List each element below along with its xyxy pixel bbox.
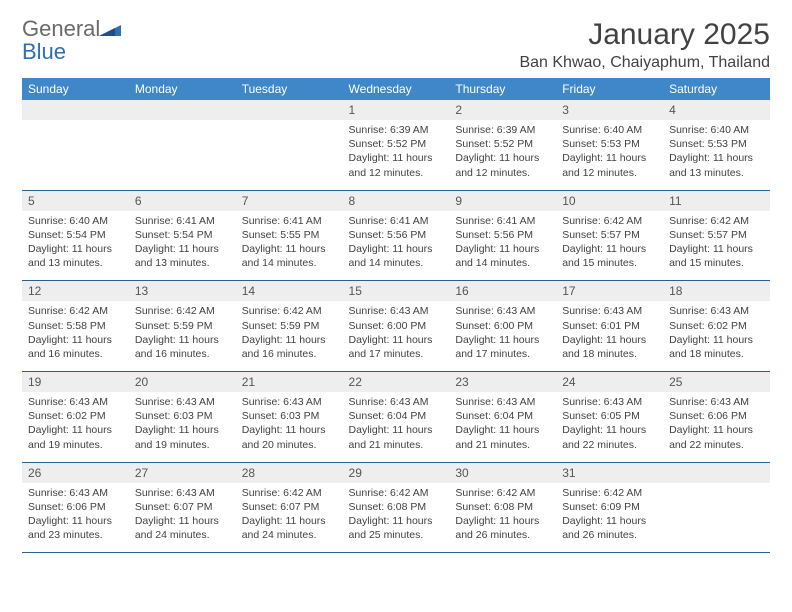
day-number: 6 [129,190,236,211]
logo-word-general: General [22,16,100,41]
day-number: 22 [343,372,450,393]
day-number: 21 [236,372,343,393]
day-cell: Sunrise: 6:43 AMSunset: 6:03 PMDaylight:… [129,392,236,462]
day-number-row: 19202122232425 [22,372,770,393]
day-number [129,100,236,120]
day-cell: Sunrise: 6:43 AMSunset: 6:02 PMDaylight:… [663,301,770,371]
day-number: 16 [449,281,556,302]
day-number: 3 [556,100,663,120]
location-text: Ban Khwao, Chaiyaphum, Thailand [519,54,770,72]
weekday-header: Wednesday [343,78,450,100]
day-cell: Sunrise: 6:43 AMSunset: 6:02 PMDaylight:… [22,392,129,462]
day-number: 5 [22,190,129,211]
day-cell: Sunrise: 6:41 AMSunset: 5:56 PMDaylight:… [343,211,450,281]
day-cell: Sunrise: 6:42 AMSunset: 6:08 PMDaylight:… [343,483,450,553]
day-number: 10 [556,190,663,211]
day-cell: Sunrise: 6:42 AMSunset: 5:58 PMDaylight:… [22,301,129,371]
day-cell: Sunrise: 6:40 AMSunset: 5:53 PMDaylight:… [556,120,663,190]
day-cell: Sunrise: 6:42 AMSunset: 5:57 PMDaylight:… [556,211,663,281]
day-cell: Sunrise: 6:42 AMSunset: 5:59 PMDaylight:… [236,301,343,371]
day-cell: Sunrise: 6:42 AMSunset: 6:07 PMDaylight:… [236,483,343,553]
day-cell: Sunrise: 6:41 AMSunset: 5:56 PMDaylight:… [449,211,556,281]
day-cell: Sunrise: 6:43 AMSunset: 6:00 PMDaylight:… [449,301,556,371]
weekday-header: Tuesday [236,78,343,100]
day-number-row: 1234 [22,100,770,120]
weekday-header: Friday [556,78,663,100]
day-cell: Sunrise: 6:43 AMSunset: 6:05 PMDaylight:… [556,392,663,462]
day-number: 17 [556,281,663,302]
day-number: 4 [663,100,770,120]
weekday-header: Sunday [22,78,129,100]
day-number: 18 [663,281,770,302]
weekday-header: Saturday [663,78,770,100]
day-cell: Sunrise: 6:43 AMSunset: 6:06 PMDaylight:… [22,483,129,553]
day-number: 23 [449,372,556,393]
day-cell: Sunrise: 6:43 AMSunset: 6:07 PMDaylight:… [129,483,236,553]
day-cell: Sunrise: 6:42 AMSunset: 5:59 PMDaylight:… [129,301,236,371]
title-block: January 2025 Ban Khwao, Chaiyaphum, Thai… [519,18,770,72]
day-number: 8 [343,190,450,211]
day-content-row: Sunrise: 6:43 AMSunset: 6:06 PMDaylight:… [22,483,770,553]
day-number: 26 [22,462,129,483]
day-number: 2 [449,100,556,120]
day-cell: Sunrise: 6:42 AMSunset: 6:09 PMDaylight:… [556,483,663,553]
day-cell: Sunrise: 6:42 AMSunset: 5:57 PMDaylight:… [663,211,770,281]
day-cell: Sunrise: 6:43 AMSunset: 6:01 PMDaylight:… [556,301,663,371]
day-number: 7 [236,190,343,211]
day-number-row: 567891011 [22,190,770,211]
day-number: 29 [343,462,450,483]
logo-text: General Blue [22,18,121,64]
day-number: 25 [663,372,770,393]
calendar-table: SundayMondayTuesdayWednesdayThursdayFrid… [22,78,770,553]
day-number: 28 [236,462,343,483]
day-number: 13 [129,281,236,302]
day-number: 30 [449,462,556,483]
calendar-body: 1234 Sunrise: 6:39 AMSunset: 5:52 PMDayl… [22,100,770,553]
day-number: 24 [556,372,663,393]
day-number: 12 [22,281,129,302]
day-cell: Sunrise: 6:39 AMSunset: 5:52 PMDaylight:… [343,120,450,190]
day-cell: Sunrise: 6:42 AMSunset: 6:08 PMDaylight:… [449,483,556,553]
day-number: 11 [663,190,770,211]
day-number: 15 [343,281,450,302]
day-cell: Sunrise: 6:41 AMSunset: 5:54 PMDaylight:… [129,211,236,281]
day-number: 19 [22,372,129,393]
day-number-row: 12131415161718 [22,281,770,302]
day-content-row: Sunrise: 6:40 AMSunset: 5:54 PMDaylight:… [22,211,770,281]
day-content-row: Sunrise: 6:43 AMSunset: 6:02 PMDaylight:… [22,392,770,462]
day-cell: Sunrise: 6:41 AMSunset: 5:55 PMDaylight:… [236,211,343,281]
day-cell: Sunrise: 6:40 AMSunset: 5:54 PMDaylight:… [22,211,129,281]
month-title: January 2025 [519,18,770,52]
day-number: 20 [129,372,236,393]
day-content-row: Sunrise: 6:39 AMSunset: 5:52 PMDaylight:… [22,120,770,190]
day-number: 14 [236,281,343,302]
day-cell: Sunrise: 6:40 AMSunset: 5:53 PMDaylight:… [663,120,770,190]
weekday-header: Monday [129,78,236,100]
day-cell [22,120,129,190]
day-number: 9 [449,190,556,211]
day-number: 31 [556,462,663,483]
logo-word-blue: Blue [22,39,66,64]
day-number-row: 262728293031 [22,462,770,483]
day-number [22,100,129,120]
day-number: 27 [129,462,236,483]
day-cell [663,483,770,553]
day-content-row: Sunrise: 6:42 AMSunset: 5:58 PMDaylight:… [22,301,770,371]
day-cell: Sunrise: 6:39 AMSunset: 5:52 PMDaylight:… [449,120,556,190]
day-number [236,100,343,120]
weekday-header: Thursday [449,78,556,100]
day-cell: Sunrise: 6:43 AMSunset: 6:00 PMDaylight:… [343,301,450,371]
day-cell: Sunrise: 6:43 AMSunset: 6:06 PMDaylight:… [663,392,770,462]
header: General Blue January 2025 Ban Khwao, Cha… [22,18,770,72]
day-cell: Sunrise: 6:43 AMSunset: 6:03 PMDaylight:… [236,392,343,462]
weekday-header-row: SundayMondayTuesdayWednesdayThursdayFrid… [22,78,770,100]
day-number [663,462,770,483]
logo-flag-icon [99,22,121,41]
day-cell: Sunrise: 6:43 AMSunset: 6:04 PMDaylight:… [343,392,450,462]
day-cell [236,120,343,190]
logo: General Blue [22,18,121,64]
day-number: 1 [343,100,450,120]
day-cell: Sunrise: 6:43 AMSunset: 6:04 PMDaylight:… [449,392,556,462]
day-cell [129,120,236,190]
